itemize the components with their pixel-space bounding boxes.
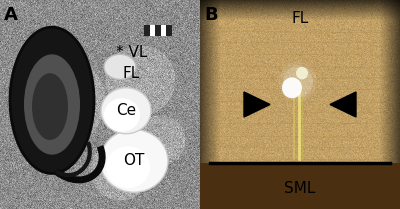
Text: SML: SML [284,181,316,196]
Ellipse shape [106,146,150,188]
Text: FL: FL [122,66,139,81]
Ellipse shape [10,27,94,173]
Circle shape [283,66,313,97]
Bar [150,25,155,36]
Text: OT: OT [123,153,145,168]
Ellipse shape [104,54,136,79]
Bar [155,25,161,36]
Ellipse shape [24,54,80,155]
Circle shape [282,77,302,98]
Text: B: B [204,6,218,24]
Bar [166,25,172,36]
Ellipse shape [32,73,68,140]
Polygon shape [330,92,356,117]
Ellipse shape [104,98,140,132]
Text: A: A [4,6,18,24]
Text: FL: FL [291,11,309,26]
Polygon shape [244,92,270,117]
Ellipse shape [101,88,151,134]
Bar [144,25,150,36]
Ellipse shape [100,130,168,192]
Text: * VL: * VL [116,45,147,60]
Circle shape [296,67,308,79]
Circle shape [279,62,317,101]
Bar [161,25,166,36]
Text: Ce: Ce [116,103,136,118]
Bar [200,163,400,209]
